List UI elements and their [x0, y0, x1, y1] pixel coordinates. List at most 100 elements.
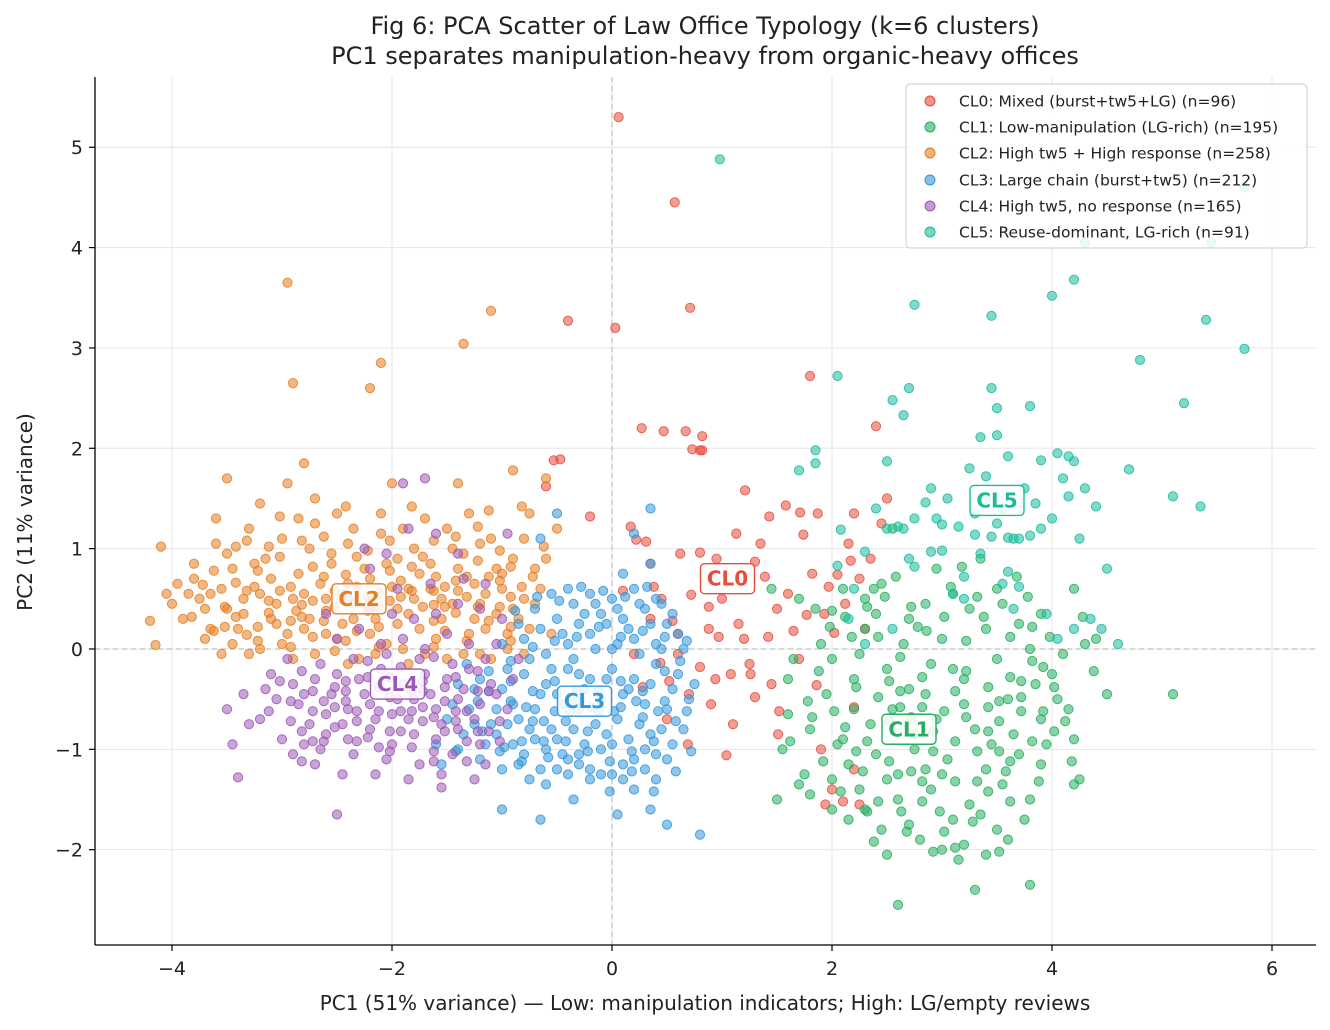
scatter-point: [788, 653, 799, 665]
scatter-point: [917, 776, 928, 787]
scatter-point: [494, 736, 505, 747]
scatter-point: [298, 458, 310, 469]
scatter-point: [549, 635, 560, 647]
scatter-point: [450, 531, 461, 542]
scatter-point: [414, 623, 425, 635]
scatter-point: [414, 568, 425, 579]
scatter-point: [1013, 618, 1025, 630]
scatter-point: [362, 655, 373, 667]
scatter-point: [680, 426, 691, 437]
scatter-point: [199, 603, 211, 614]
scatter-point: [942, 754, 953, 765]
scatter-point: [1035, 523, 1047, 534]
scatter-point: [637, 625, 648, 637]
scatter-point: [485, 533, 497, 544]
y-tick-label: 2: [71, 438, 83, 460]
scatter-point: [540, 648, 552, 660]
scatter-point: [428, 712, 439, 723]
scatter-point: [705, 699, 717, 710]
scatter-point: [430, 608, 442, 620]
scatter-point: [733, 618, 744, 630]
legend-item-cl3: CL3: Large chain (burst+tw5) (n=212): [924, 172, 1257, 190]
scatter-point: [921, 625, 932, 637]
scatter-point: [243, 719, 255, 730]
scatter-point: [920, 764, 931, 775]
scatter-point: [230, 541, 241, 552]
scatter-point: [463, 663, 475, 675]
scatter-point: [282, 653, 293, 665]
scatter-point: [865, 553, 876, 564]
scatter-point: [958, 839, 970, 850]
scatter-point: [406, 501, 417, 512]
scatter-point: [1057, 473, 1069, 484]
scatter-point: [298, 739, 310, 750]
scatter-point: [309, 493, 321, 504]
scatter-point: [331, 669, 343, 680]
scatter-point: [1052, 448, 1063, 459]
scatter-point: [483, 666, 494, 677]
scatter-point: [417, 601, 428, 612]
scatter-point: [795, 507, 806, 518]
scatter-point: [285, 716, 296, 727]
scatter-point: [811, 680, 822, 691]
scatter-point: [845, 555, 856, 566]
scatter-point: [956, 561, 967, 572]
scatter-point: [1038, 661, 1049, 673]
scatter-point: [188, 573, 200, 584]
scatter-point: [408, 729, 420, 740]
scatter-point: [1088, 666, 1099, 677]
scatter-point: [188, 558, 200, 569]
scatter-point: [631, 696, 642, 707]
scatter-point: [939, 706, 950, 717]
scatter-point: [458, 648, 469, 660]
scatter-point: [364, 699, 376, 710]
scatter-point: [472, 726, 483, 737]
scatter-point: [342, 734, 354, 745]
scatter-point: [1011, 571, 1022, 582]
scatter-point: [1005, 796, 1016, 807]
scatter-point: [936, 844, 948, 855]
scatter-point: [447, 749, 458, 760]
scatter-point: [972, 591, 983, 602]
scatter-point: [634, 648, 645, 660]
scatter-point: [1178, 398, 1190, 409]
scatter-point: [967, 816, 978, 827]
scatter-point: [546, 588, 557, 599]
scatter-point: [759, 571, 771, 582]
scatter-point: [507, 739, 519, 750]
x-tick-label: 6: [1266, 958, 1278, 980]
scatter-point: [804, 724, 816, 735]
scatter-point: [546, 724, 557, 735]
scatter-point: [848, 508, 860, 519]
scatter-point: [230, 611, 241, 623]
scatter-point: [593, 621, 604, 633]
scatter-point: [494, 545, 505, 556]
scatter-point: [740, 485, 751, 496]
scatter-point: [832, 560, 843, 571]
scatter-point: [535, 623, 546, 635]
scatter-point: [403, 774, 414, 785]
scatter-point: [928, 846, 939, 857]
scatter-point: [862, 736, 873, 747]
scatter-point: [612, 809, 623, 820]
scatter-point: [623, 734, 634, 745]
scatter-point: [276, 638, 288, 650]
scatter-point: [697, 445, 708, 456]
scatter-point: [1027, 655, 1038, 667]
scatter-point: [403, 523, 414, 534]
scatter-point: [686, 589, 697, 600]
scatter-point: [584, 628, 596, 640]
scatter-point: [296, 756, 307, 767]
scatter-point: [964, 463, 975, 474]
scatter-point: [670, 766, 681, 777]
scatter-point: [307, 736, 318, 747]
scatter-point: [780, 500, 791, 511]
scatter-point: [282, 277, 293, 288]
scatter-point: [524, 774, 535, 785]
scatter-point: [573, 749, 585, 760]
scatter-point: [873, 631, 884, 643]
scatter-point: [639, 744, 651, 755]
scatter-point: [337, 618, 348, 630]
scatter-point: [868, 836, 879, 847]
